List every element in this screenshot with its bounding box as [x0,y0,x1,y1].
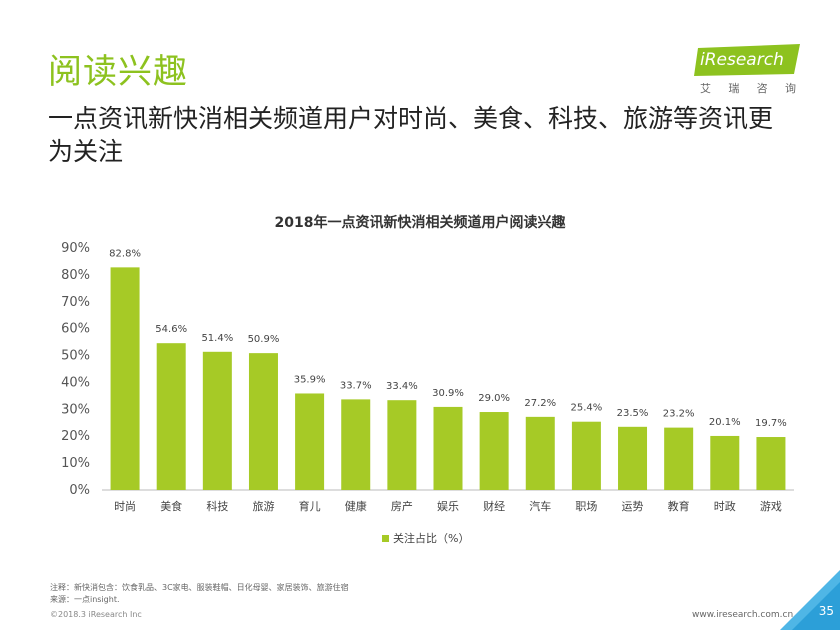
x-category-label: 房产 [391,499,413,513]
x-category-label: 健康 [345,499,367,513]
bar [202,351,232,490]
data-label: 51.4% [201,333,233,344]
logo-sub-char: 咨 [756,82,768,95]
bar [618,426,648,490]
data-label: 23.5% [617,408,649,419]
bar [664,427,694,490]
y-tick-label: 10% [61,456,90,471]
footnote: 注释：新快消包含：饮食乳品、3C家电、服装鞋帽、日化母婴、家居装饰、旅游住宿 来… [50,582,349,606]
data-label: 50.9% [248,334,280,345]
legend-swatch [382,534,389,542]
chart-legend: 关注占比（%） [382,530,469,546]
data-label: 20.1% [709,417,741,428]
x-category-label: 科技 [206,499,228,513]
page-number: 35 [818,604,834,618]
data-label: 82.8% [109,248,141,259]
y-tick-label: 80% [61,268,90,283]
bar [433,406,463,490]
bar [248,353,278,490]
legend-label: 关注占比（%） [393,532,470,545]
y-tick-label: 90% [61,241,90,256]
x-category-label: 财经 [483,499,505,513]
website-url: www.iresearch.com.cn [692,610,794,620]
bar-chart: 0% 10% 20% 30% 40% 50% 60% 70% 80% 90% 82.8% 时尚 54.6… [61,241,794,513]
x-category-label: 时政 [714,499,736,513]
y-tick-label: 60% [61,322,90,337]
logo-sub-char: 询 [784,82,796,95]
bar [387,400,417,490]
footnote-source: 来源：一点insight. [50,595,120,604]
data-label: 23.2% [663,409,695,420]
iresearch-logo: iResearch 艾 瑞 咨 询 [692,44,804,100]
data-label: 30.9% [432,388,464,399]
x-category-label: 旅游 [252,499,274,513]
logo-sub-char: 瑞 [728,82,740,95]
x-category-label: 职场 [575,499,597,513]
x-category-label: 时尚 [114,499,136,513]
x-category-label: 美食 [160,499,182,513]
section-title: 阅读兴趣 [48,52,188,92]
chart-title: 2018年一点资讯新快消相关频道用户阅读兴趣 [274,215,566,231]
data-label: 19.7% [755,418,787,429]
y-tick-label: 70% [61,295,90,310]
logo-wordmark: iResearch [700,50,784,70]
bar [295,393,325,490]
bar [710,435,740,490]
bar [341,399,371,490]
footnote-note: 注释：新快消包含：饮食乳品、3C家电、服装鞋帽、日化母婴、家居装饰、旅游住宿 [50,583,349,592]
bar [525,416,555,490]
bar [756,437,786,490]
data-label: 27.2% [524,398,556,409]
y-tick-label: 20% [61,429,90,444]
logo-sub-char: 艾 [700,82,711,95]
bar [110,267,140,490]
bar [479,412,509,490]
data-label: 35.9% [294,374,326,385]
corner-decoration [780,570,840,630]
page-headline: 一点资讯新快消相关频道用户对时尚、美食、科技、旅游等资讯更为关注 [48,104,774,166]
x-category-label: 娱乐 [437,499,459,513]
bar [571,421,601,490]
logo-subtitle: 艾 瑞 咨 询 [700,80,796,96]
x-category-label: 汽车 [529,499,551,513]
copyright: ©2018.3 iResearch Inc [50,610,142,619]
y-tick-label: 0% [69,483,90,498]
x-category-label: 育儿 [299,499,321,513]
data-label: 25.4% [571,403,603,414]
data-label: 29.0% [478,393,510,404]
y-tick-label: 50% [61,349,90,364]
x-category-label: 游戏 [760,500,782,513]
x-category-label: 教育 [668,499,690,513]
data-label: 33.4% [386,381,418,392]
bar [156,343,186,490]
y-tick-label: 30% [61,402,90,417]
data-label: 54.6% [155,324,187,335]
logo-tag-shape [694,44,800,76]
data-label: 33.7% [340,380,372,391]
y-tick-label: 40% [61,375,90,390]
x-category-label: 运势 [622,500,644,513]
